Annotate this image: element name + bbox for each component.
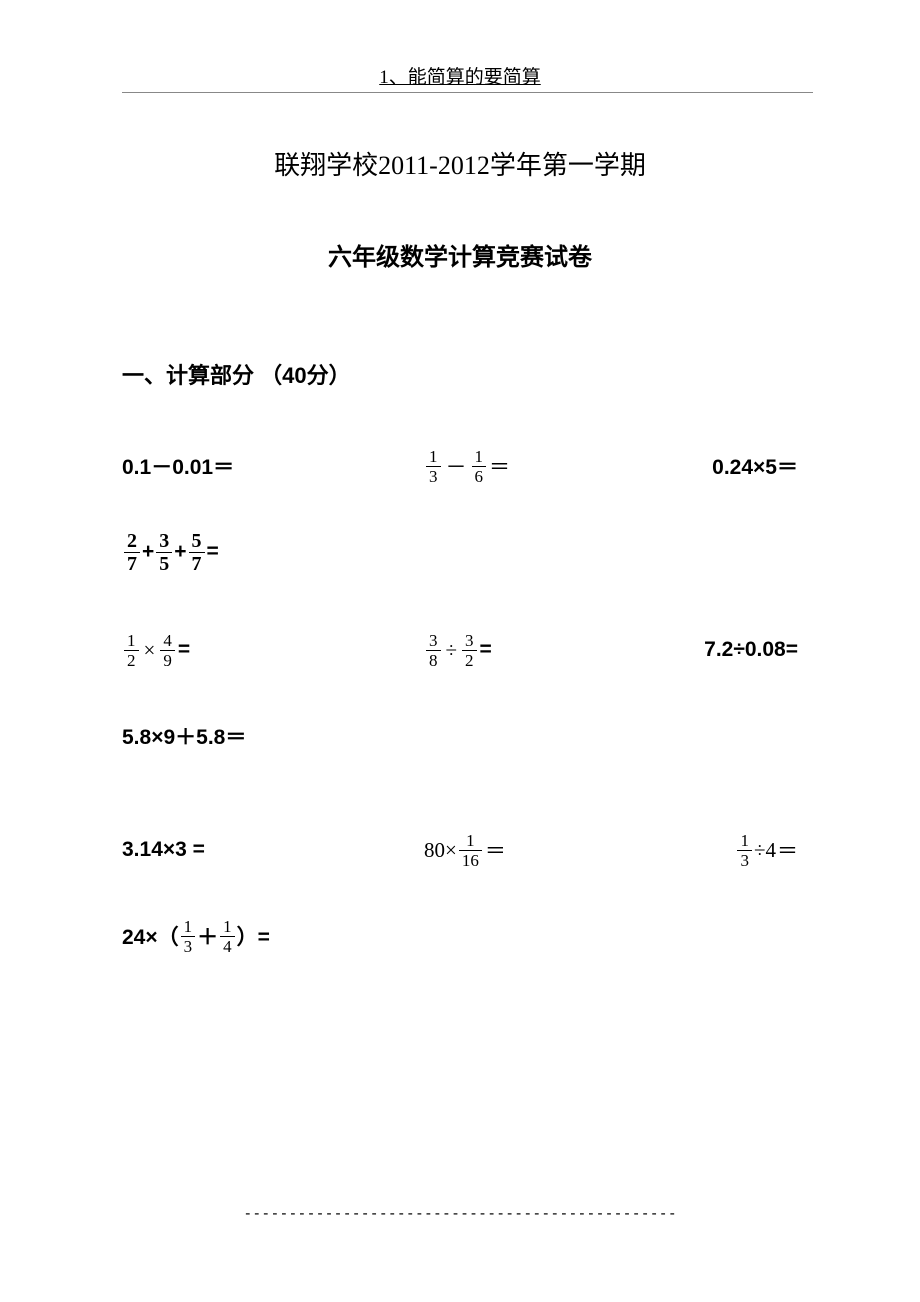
fraction: 2 7 — [124, 531, 140, 574]
page-header-note: 1、能简算的要简算 — [0, 0, 920, 89]
fraction: 1 3 — [426, 448, 441, 485]
problem: 1 3 － 1 6 ＝ — [412, 448, 672, 485]
problem: 24×（ 1 3 ＋ 1 4 ）= — [122, 918, 412, 955]
fraction: 1 3 — [181, 918, 196, 955]
page-content: 联翔学校2011-2012学年第一学期 六年级数学计算竞赛试卷 一、计算部分 （… — [0, 145, 920, 958]
footer-dashes: ----------------------------------------… — [0, 1204, 920, 1222]
problem-row: 3.14×3 = 80× 1 16 ＝ 1 3 ÷4 ＝ — [122, 828, 798, 872]
problem: 0.24×5＝ — [672, 451, 798, 481]
problem: 0.1－0.01＝ — [122, 451, 412, 481]
section-heading: 一、计算部分 （40分） — [122, 358, 798, 390]
fraction: 3 5 — [156, 531, 172, 574]
problem-row: 0.1－0.01＝ 1 3 － 1 6 ＝ 0.24×5＝ — [122, 444, 798, 488]
title-sub: 六年级数学计算竞赛试卷 — [122, 237, 798, 272]
problem: 5.8×9＋5.8＝ — [122, 721, 412, 751]
problem-row: 5.8×9＋5.8＝ — [122, 714, 798, 758]
problem: 80× 1 16 ＝ — [412, 832, 672, 869]
fraction: 1 6 — [472, 448, 487, 485]
problem-row: 1 2 × 4 9 = 3 8 ÷ 3 2 = 7.2÷0.08= — [122, 628, 798, 672]
problem: 1 2 × 4 9 = — [122, 632, 412, 669]
problem: 3 8 ÷ 3 2 = — [412, 632, 672, 669]
fraction: 4 9 — [160, 632, 175, 669]
problem: 7.2÷0.08= — [672, 638, 798, 662]
fraction: 1 3 — [737, 832, 752, 869]
problem: 2 7 + 3 5 + 5 7 = — [122, 531, 412, 574]
fraction: 1 16 — [459, 832, 482, 869]
title-main: 联翔学校2011-2012学年第一学期 — [122, 145, 798, 182]
problem-row: 2 7 + 3 5 + 5 7 = — [122, 530, 798, 574]
fraction: 1 2 — [124, 632, 139, 669]
fraction: 1 4 — [220, 918, 235, 955]
header-rule — [122, 92, 813, 93]
fraction: 3 8 — [426, 632, 441, 669]
problem-row: 24×（ 1 3 ＋ 1 4 ）= — [122, 914, 798, 958]
problem: 3.14×3 = — [122, 838, 412, 862]
fraction: 3 2 — [462, 632, 477, 669]
fraction: 5 7 — [189, 531, 205, 574]
problem: 1 3 ÷4 ＝ — [672, 832, 798, 869]
